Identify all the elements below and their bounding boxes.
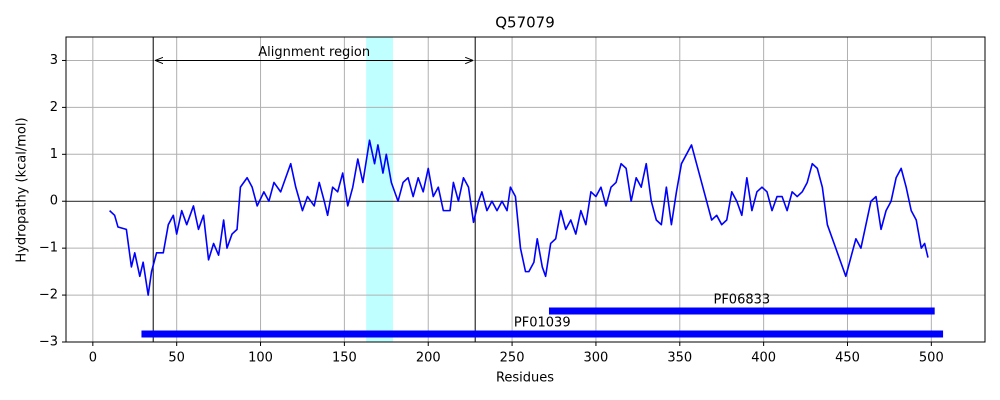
y-tick-label: −3 xyxy=(39,335,58,350)
highlight-span xyxy=(366,37,394,342)
y-tick-label: 0 xyxy=(50,194,58,209)
x-tick-label: 450 xyxy=(835,351,860,366)
y-tick-label: 3 xyxy=(50,53,58,68)
domain-label: PF01039 xyxy=(514,316,571,331)
y-tick-label: −2 xyxy=(39,288,58,303)
x-tick-label: 350 xyxy=(667,351,692,366)
x-tick-label: 100 xyxy=(248,351,273,366)
x-tick-label: 200 xyxy=(416,351,441,366)
domain-label: PF06833 xyxy=(713,293,770,308)
x-tick-label: 0 xyxy=(89,351,97,366)
plot-frame xyxy=(65,36,986,343)
y-axis-label: Hydropathy (kcal/mol) xyxy=(15,117,30,262)
chart-title: Q57079 xyxy=(495,14,555,32)
x-tick-label: 500 xyxy=(919,351,944,366)
y-tick-label: 2 xyxy=(50,100,58,115)
x-tick-label: 50 xyxy=(168,351,185,366)
y-tick-label: −1 xyxy=(39,241,58,256)
hydropathy-line xyxy=(109,139,929,296)
annotation-label: Alignment region xyxy=(258,45,370,60)
x-axis-label: Residues xyxy=(496,371,554,386)
x-tick-label: 250 xyxy=(500,351,525,366)
x-tick-label: 300 xyxy=(584,351,609,366)
x-tick-label: 400 xyxy=(751,351,776,366)
x-tick-label: 150 xyxy=(332,351,357,366)
y-tick-label: 1 xyxy=(50,147,58,162)
